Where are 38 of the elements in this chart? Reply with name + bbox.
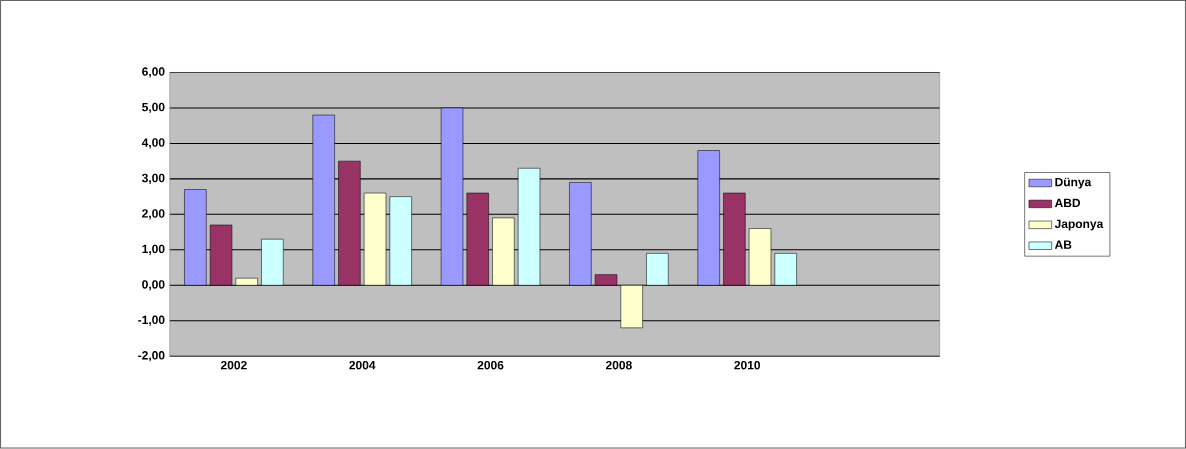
bar bbox=[312, 114, 335, 286]
legend-label: Dünya bbox=[1055, 178, 1092, 189]
bar bbox=[466, 192, 489, 286]
x-tick-label: 2010 bbox=[734, 361, 761, 370]
bar bbox=[338, 161, 361, 286]
bar bbox=[517, 168, 541, 286]
y-tick-label: 1,00 bbox=[142, 244, 165, 256]
bar bbox=[184, 189, 207, 286]
bar bbox=[646, 253, 669, 286]
bar bbox=[440, 107, 464, 286]
legend-label: ABD bbox=[1054, 198, 1081, 208]
bar bbox=[697, 150, 720, 286]
bar bbox=[748, 228, 772, 286]
y-tick-label: -1,00 bbox=[138, 315, 165, 327]
bar bbox=[235, 278, 258, 286]
y-tick-label: -2,00 bbox=[138, 351, 165, 362]
bar bbox=[209, 224, 233, 286]
x-tick-label: 2004 bbox=[349, 361, 376, 370]
y-tick-label: 5,00 bbox=[142, 103, 165, 114]
x-tick-label: 2006 bbox=[477, 361, 504, 370]
bar bbox=[774, 253, 797, 286]
bar bbox=[492, 217, 515, 286]
x-tick-label: 2002 bbox=[220, 361, 247, 370]
bar bbox=[261, 239, 284, 286]
legend-label: Japonya bbox=[1054, 219, 1104, 231]
y-tick-label: 6,00 bbox=[142, 67, 165, 78]
legend-label: AB bbox=[1054, 240, 1072, 250]
bar bbox=[569, 182, 592, 286]
bar bbox=[723, 192, 746, 286]
y-tick-label: 0,00 bbox=[142, 280, 165, 291]
bar bbox=[594, 274, 618, 286]
y-tick-label: 3,00 bbox=[141, 173, 165, 185]
y-tick-label: 4,00 bbox=[141, 138, 165, 149]
bar bbox=[620, 285, 643, 329]
bar bbox=[389, 196, 412, 286]
bar bbox=[363, 192, 387, 286]
y-tick-label: 2,00 bbox=[142, 209, 165, 220]
x-tick-label: 2008 bbox=[605, 361, 632, 370]
